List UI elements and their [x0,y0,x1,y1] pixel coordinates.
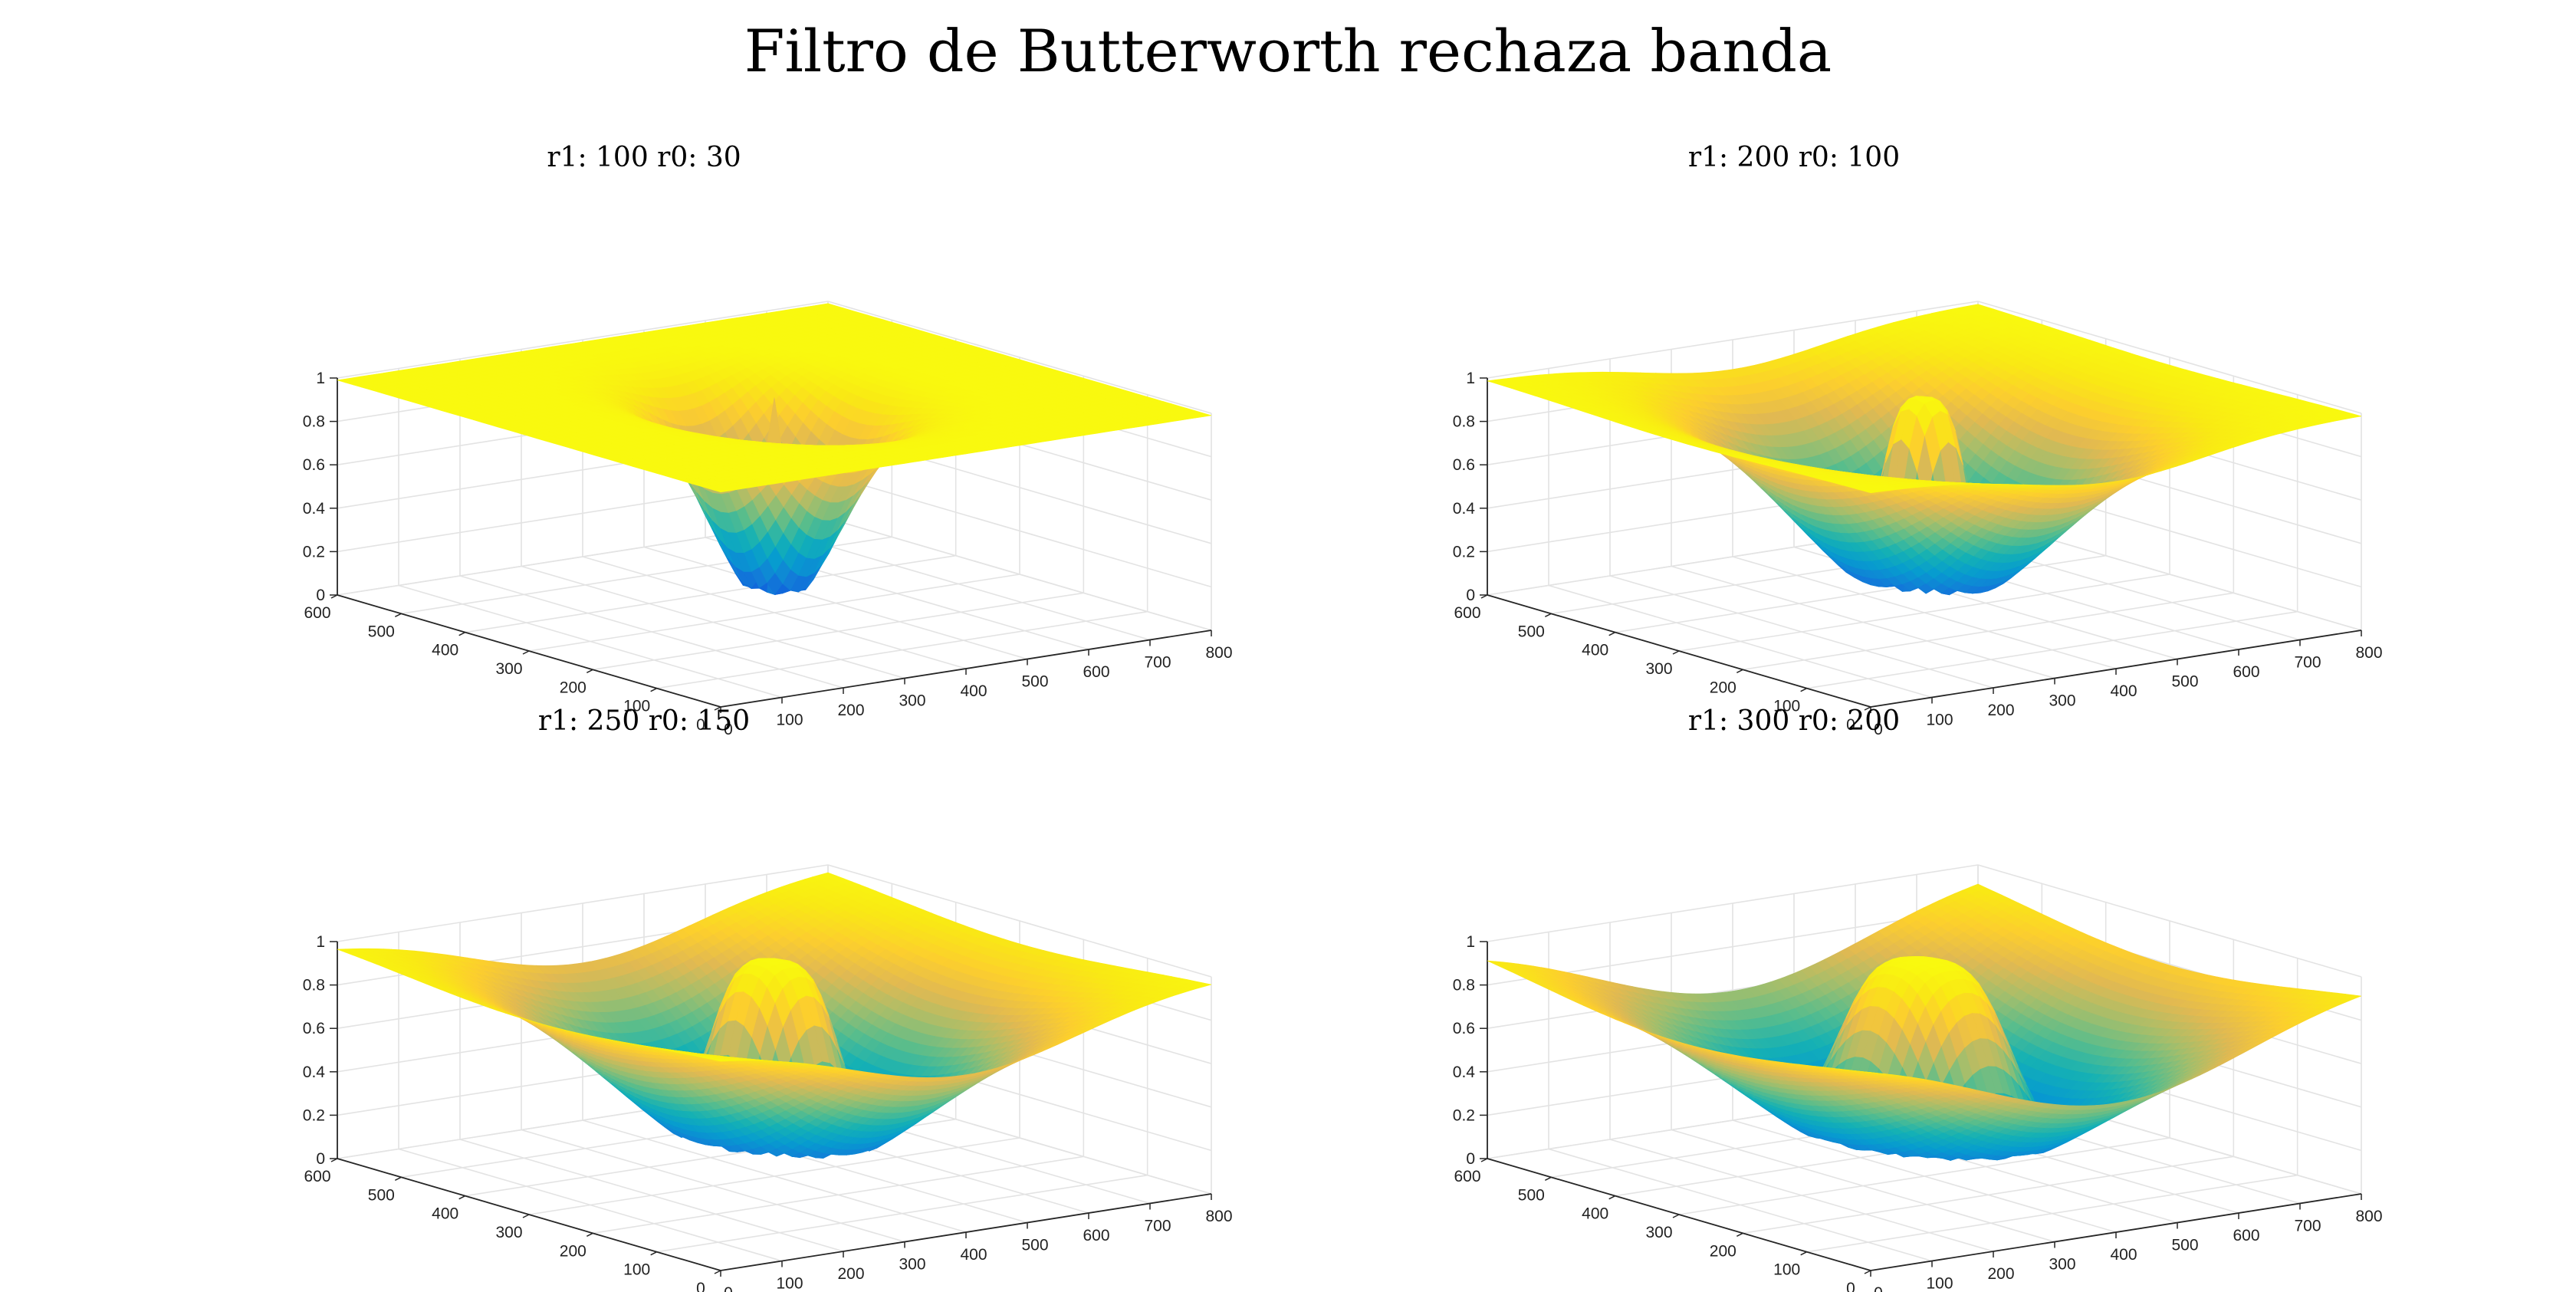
z-tick-label: 0.6 [303,456,325,474]
surface [1487,304,2361,595]
surface [337,304,1211,595]
z-tick-label: 1 [316,370,325,387]
z-tick-label: 0 [316,587,325,604]
y-tick-label: 400 [1582,642,1608,659]
z-tick-label: 0.4 [303,500,326,518]
y-tick-label: 600 [1454,604,1480,622]
y-tick-label: 300 [1645,660,1672,678]
grid-line [1743,593,2233,669]
x-tick-label: 700 [2294,654,2321,672]
grid-line [593,593,1083,669]
y-tick-mark [1673,651,1679,654]
subplot-title: r1: 200 r0: 100 [1688,142,1900,173]
y-tick-label: 500 [1518,623,1545,640]
figure-title: Filtro de Butterworth rechaza banda [0,17,2576,85]
y-tick-mark [523,651,529,654]
y-tick-mark [1609,633,1615,636]
figure: Filtro de Butterworth rechaza banda r1: … [0,0,2576,1265]
subplot-title: r1: 100 r0: 30 [547,142,741,173]
z-tick-label: 0.8 [1453,413,1475,431]
z-tick-label: 0.2 [303,543,325,561]
surface-chart-2: r1: 200 r0: 100 010020030040050060070080… [1150,115,2438,728]
grid-line [1807,612,2298,689]
z-tick-label: 0 [1466,587,1475,604]
y-tick-mark [586,669,593,672]
y-tick-mark [1545,613,1551,616]
grid-line [657,612,1148,689]
grid-line [465,556,956,633]
z-tick-label: 0.8 [303,413,325,431]
y-tick-label: 500 [368,623,395,640]
surface-chart-1: r1: 100 r0: 30 0100200300400500600700800… [0,115,1288,728]
y-tick-label: 600 [304,604,330,622]
z-tick-label: 0.6 [1453,456,1475,474]
y-tick-label: 400 [432,642,458,659]
z-tick-label: 1 [1466,370,1475,387]
z-tick-label: 0.4 [1453,500,1476,518]
x-tick-label: 800 [2355,644,2382,662]
z-tick-label: 0.2 [1453,543,1475,561]
y-tick-mark [395,613,401,616]
y-tick-mark [459,633,465,636]
y-tick-mark [1737,669,1743,672]
y-tick-label: 300 [495,660,522,678]
